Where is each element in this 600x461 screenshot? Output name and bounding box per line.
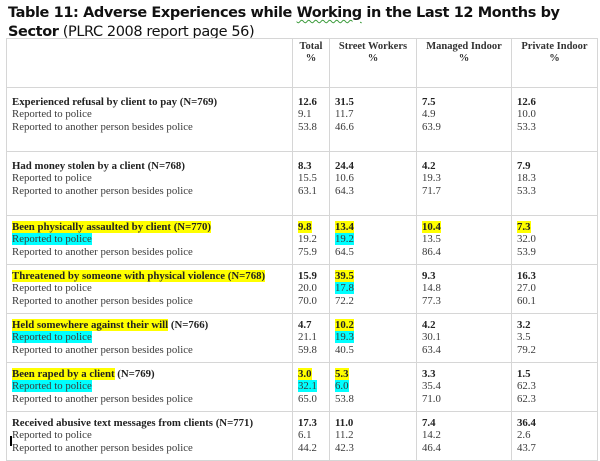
cell-street: 11.0 11.2 42.3 [329,411,417,461]
cell-managed: 10.4 13.5 86.4 [416,215,512,265]
cell-private: 36.4 2.6 43.7 [511,411,598,461]
table-row-refusal-to-pay: Experienced refusal by client to pay (N=… [6,87,598,152]
cell-street: 5.3 6.0 53.8 [329,362,417,412]
cell-private: 12.6 10.0 53.3 [511,87,598,152]
cell-total: 4.7 21.1 59.8 [292,313,330,363]
row-label-cell: Threatened by someone with physical viol… [6,264,293,314]
row-label-cell: Had money stolen by a client (N=768) Rep… [6,151,293,216]
cell-managed: 4.2 19.3 71.7 [416,151,512,216]
cell-managed: 7.4 14.2 46.4 [416,411,512,461]
cell-total: 17.3 6.1 44.2 [292,411,330,461]
table-row-money-stolen: Had money stolen by a client (N=768) Rep… [6,151,598,216]
cell-street: 39.5 17.8 72.2 [329,264,417,314]
cell-private: 16.3 27.0 60.1 [511,264,598,314]
cell-managed: 4.2 30.1 63.4 [416,313,512,363]
cell-private: 1.5 62.3 62.3 [511,362,598,412]
header-street-workers: Street Workers% [329,38,417,88]
cell-street: 31.5 11.7 46.6 [329,87,417,152]
cell-managed: 7.5 4.9 63.9 [416,87,512,152]
title-prefix: Table 11: Adverse Experiences while [8,5,297,21]
cell-managed: 3.3 35.4 71.0 [416,362,512,412]
cell-private: 7.3 32.0 53.9 [511,215,598,265]
cell-total: 8.3 15.5 63.1 [292,151,330,216]
title-source: (PLRC 2008 report page 56) [58,24,255,40]
table-row-physically-assaulted: Been physically assaulted by client (N=7… [6,215,598,265]
cell-managed: 9.3 14.8 77.3 [416,264,512,314]
cell-total: 12.6 9.1 53.8 [292,87,330,152]
adverse-experiences-table: Total% Street Workers% Managed Indoor% P… [6,38,598,461]
row-label-cell: Experienced refusal by client to pay (N=… [6,87,293,152]
table-row-held-against-will: Held somewhere against their will (N=766… [6,313,598,363]
text-cursor [10,436,12,446]
cell-street: 13.4 19.2 64.5 [329,215,417,265]
cell-private: 3.2 3.5 79.2 [511,313,598,363]
header-row: Total% Street Workers% Managed Indoor% P… [6,38,598,88]
title-suffix: in the Last 12 Months by Sector [8,5,560,40]
table-title: Table 11: Adverse Experiences while Work… [8,4,598,42]
table-row-abusive-texts: Received abusive text messages from clie… [6,411,598,461]
header-blank [6,38,293,88]
cell-total: 3.0 32.1 65.0 [292,362,330,412]
cell-private: 7.9 18.3 53.3 [511,151,598,216]
table-row-raped: Been raped by a client (N=769) Reported … [6,362,598,412]
header-total: Total% [292,38,330,88]
row-label-cell: Held somewhere against their will (N=766… [6,313,293,363]
cell-street: 10.2 19.3 40.5 [329,313,417,363]
row-label-cell: Received abusive text messages from clie… [6,411,293,461]
header-private-indoor: Private Indoor% [511,38,598,88]
title-spellcheck-word: Working [296,5,363,21]
cell-street: 24.4 10.6 64.3 [329,151,417,216]
row-label-cell: Been physically assaulted by client (N=7… [6,215,293,265]
table-row-threatened: Threatened by someone with physical viol… [6,264,598,314]
cell-total: 15.9 20.0 70.0 [292,264,330,314]
cell-total: 9.8 19.2 75.9 [292,215,330,265]
header-managed-indoor: Managed Indoor% [416,38,512,88]
row-label-cell: Been raped by a client (N=769) Reported … [6,362,293,412]
